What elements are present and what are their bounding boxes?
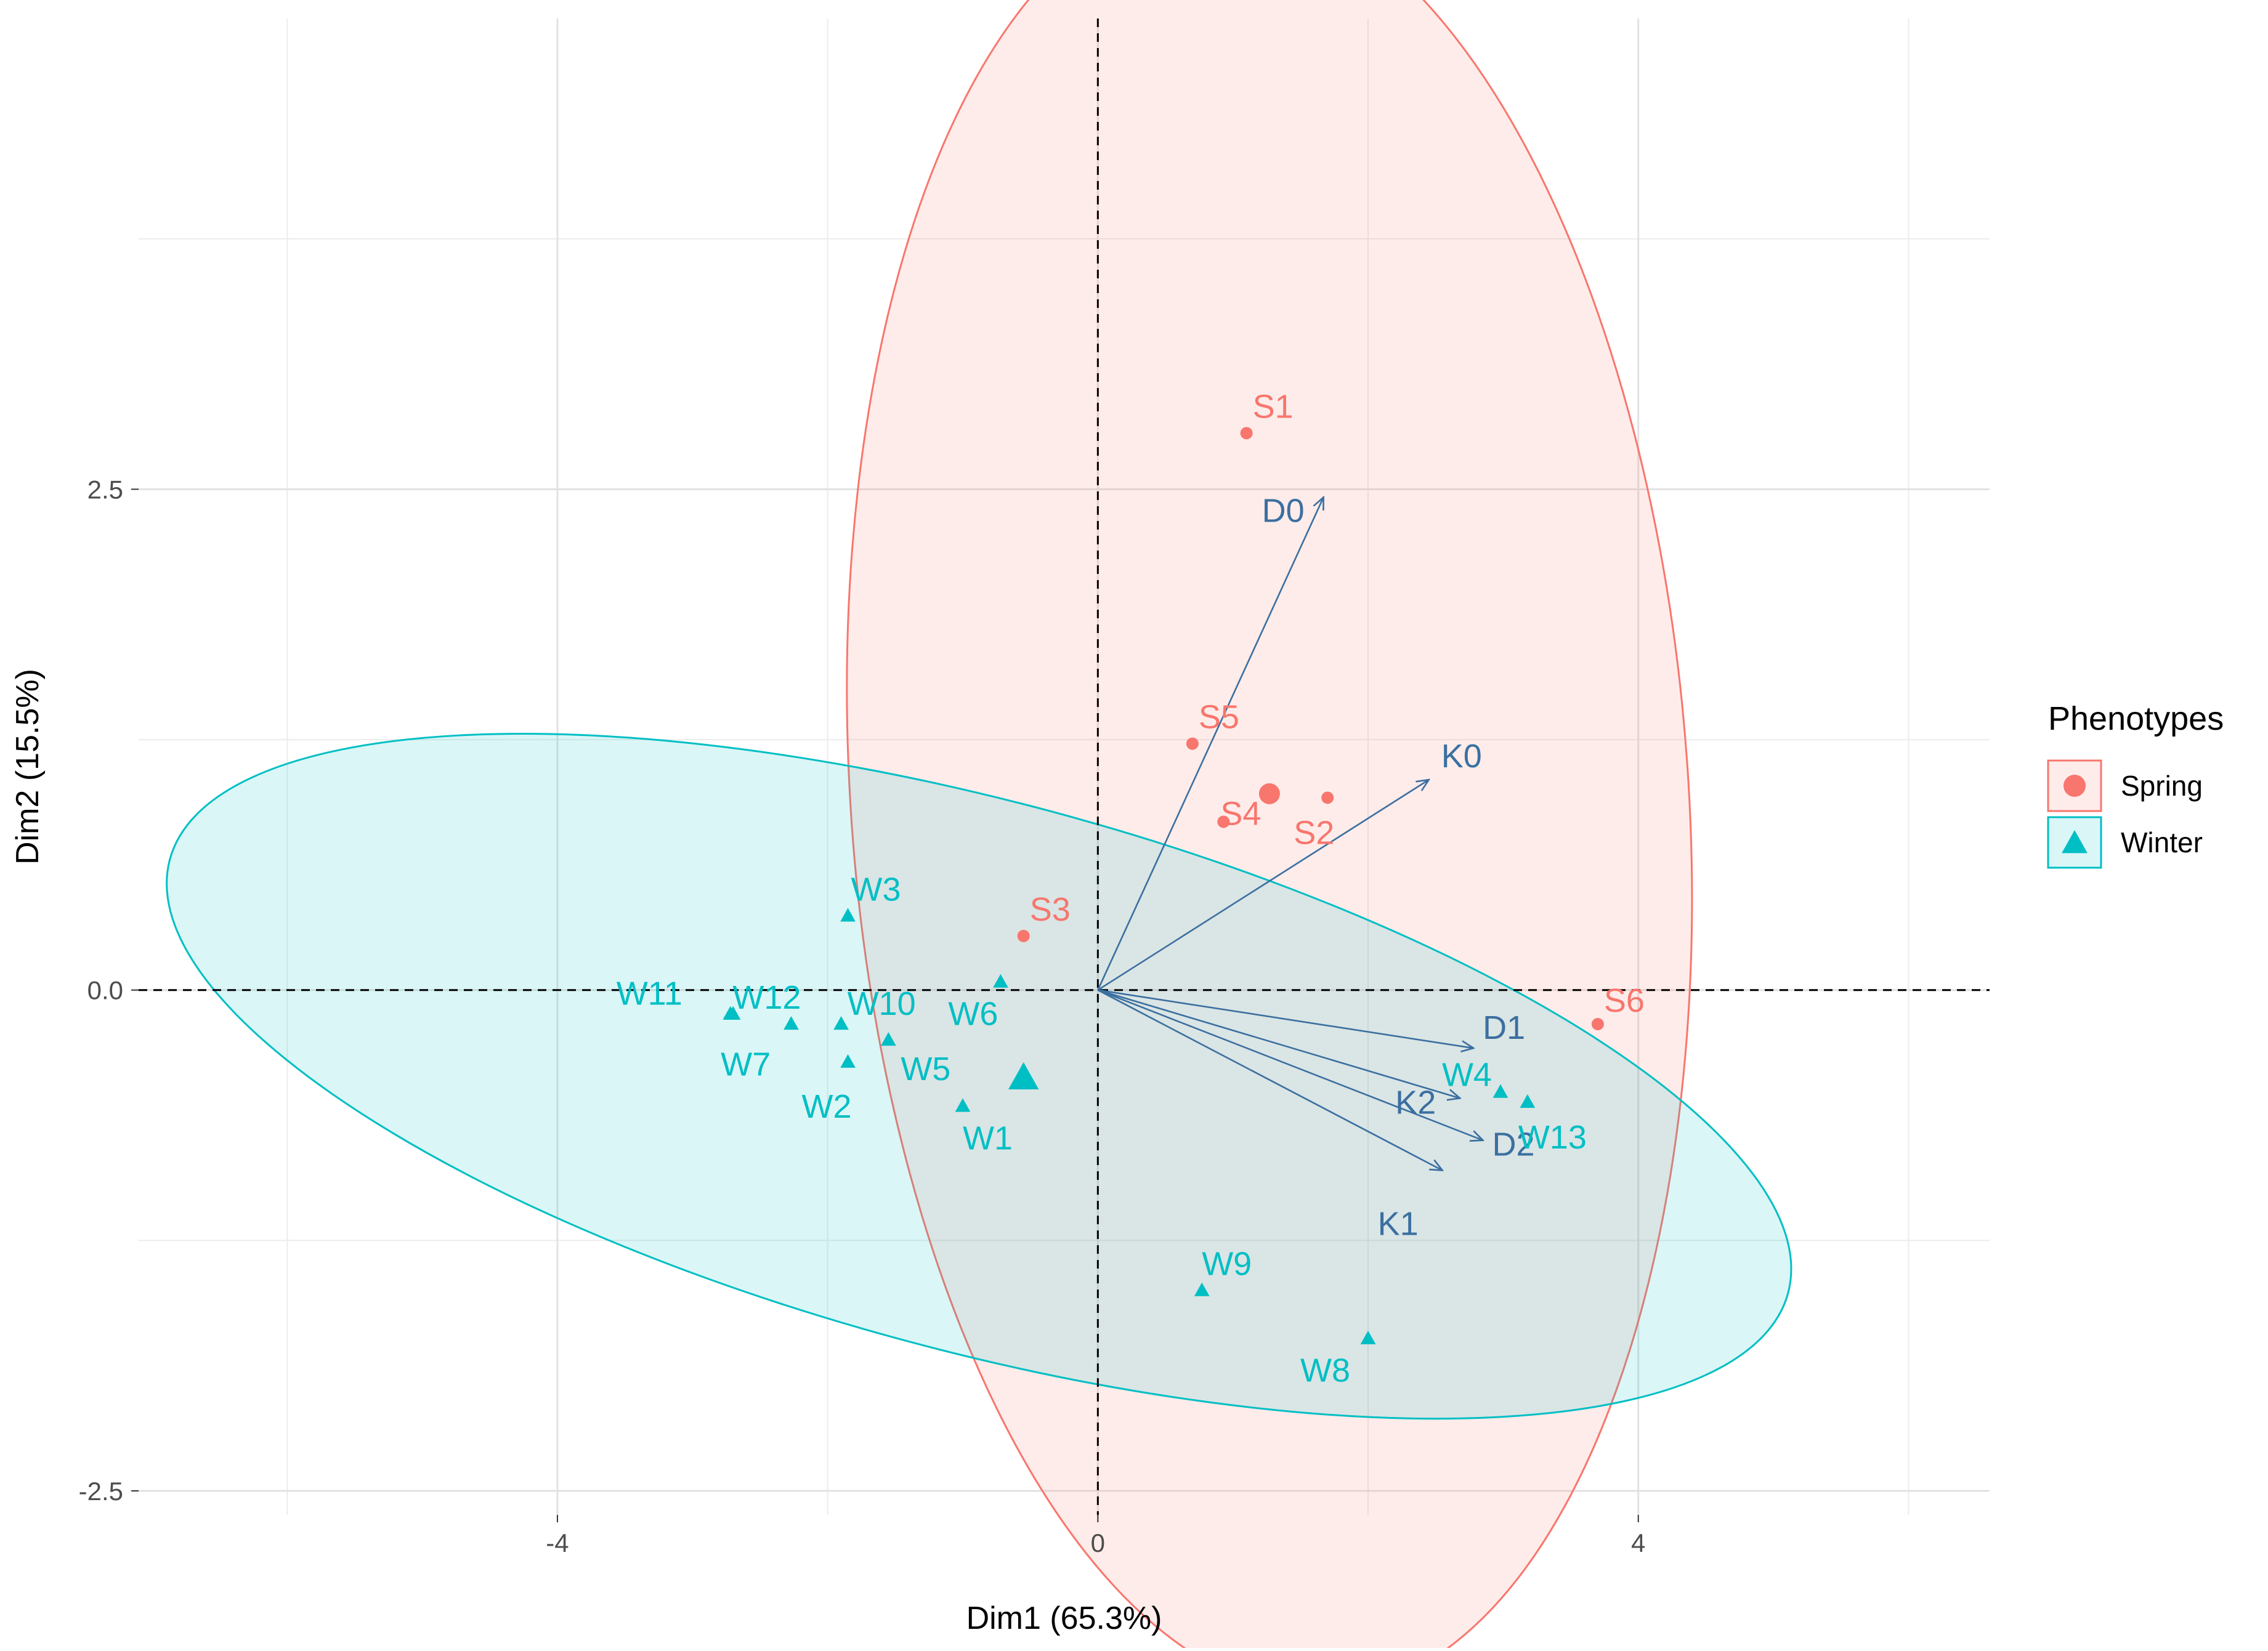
point-label-w13: W13 xyxy=(1518,1119,1587,1156)
point-label-w2: W2 xyxy=(802,1088,852,1125)
legend-label-spring: Spring xyxy=(2121,770,2203,802)
point-label-s2: S2 xyxy=(1294,814,1334,851)
point-label-w6: W6 xyxy=(948,996,998,1033)
point-label-s1: S1 xyxy=(1253,388,1294,425)
point-w5 xyxy=(881,1032,896,1046)
confidence-ellipses xyxy=(166,0,1792,1651)
sample-points: S1 S2 S3 S4 S5 S6 W1 W2 W3 W4 W5 W6 W7 W8 W9 W10 W11 W12 W… xyxy=(617,388,1645,1389)
point-w2 xyxy=(840,1054,856,1068)
y-tick-label: -2.5 xyxy=(79,1477,123,1506)
variable-label-d2: D2 xyxy=(1492,1126,1534,1163)
centroid-winter xyxy=(1008,1062,1039,1090)
variable-arrows: D0 K0 D1 K2 D2 K1 xyxy=(1097,492,1534,1242)
point-label-w7: W7 xyxy=(721,1046,771,1083)
variable-label-k0: K0 xyxy=(1441,738,1482,775)
point-w12 xyxy=(784,1016,799,1030)
legend-title: Phenotypes xyxy=(2048,700,2224,737)
legend-symbol-winter xyxy=(2062,830,2088,854)
point-s1 xyxy=(1240,427,1253,440)
legend-symbol-spring xyxy=(2063,775,2086,797)
variable-arrow-d0 xyxy=(1097,497,1323,991)
point-label-s5: S5 xyxy=(1199,699,1239,736)
point-label-w11: W11 xyxy=(617,975,682,1012)
variable-arrow-k0 xyxy=(1097,780,1428,991)
centroid-spring xyxy=(1258,783,1280,804)
point-w4 xyxy=(1492,1084,1509,1098)
variable-label-k1: K1 xyxy=(1378,1205,1419,1242)
point-label-s4: S4 xyxy=(1220,795,1261,832)
point-label-w10: W10 xyxy=(848,985,916,1022)
y-tick-label: 0.0 xyxy=(87,976,123,1005)
y-tick-label: 2.5 xyxy=(87,475,123,504)
point-label-w4: W4 xyxy=(1442,1057,1492,1094)
point-label-w5: W5 xyxy=(901,1051,950,1088)
gridlines xyxy=(139,18,1990,1515)
point-w6 xyxy=(993,974,1008,988)
legend: Phenotypes Spring Winter xyxy=(2047,700,2224,869)
variable-label-k2: K2 xyxy=(1395,1084,1436,1121)
variable-arrow-k1 xyxy=(1097,989,1442,1171)
variable-label-d1: D1 xyxy=(1483,1009,1525,1046)
axes: Dim1 (65.3%) Dim2 (15.5%) -4 0 4 -2.5 0.0 2.5 xyxy=(10,475,1645,1636)
x-tick-label: -4 xyxy=(546,1528,569,1557)
point-label-w12: W12 xyxy=(732,979,801,1016)
point-s3 xyxy=(1017,929,1030,942)
point-label-s3: S3 xyxy=(1030,891,1071,928)
variable-arrow-d2 xyxy=(1097,989,1483,1140)
point-label-w1: W1 xyxy=(963,1120,1013,1157)
reference-lines xyxy=(139,18,1990,1515)
point-w10 xyxy=(833,1016,849,1030)
point-label-s6: S6 xyxy=(1604,982,1645,1019)
x-tick-label: 4 xyxy=(1631,1528,1645,1557)
point-w11 xyxy=(723,1006,739,1020)
point-label-w9: W9 xyxy=(1202,1246,1252,1283)
variable-arrow-k2 xyxy=(1097,989,1460,1099)
confidence-ellipse-winter xyxy=(166,733,1792,1420)
point-s5 xyxy=(1186,737,1199,750)
y-axis-title: Dim2 (15.5%) xyxy=(10,669,46,865)
variable-arrow-d1 xyxy=(1098,989,1473,1048)
point-w13 xyxy=(1520,1094,1536,1108)
x-axis-title: Dim1 (65.3%) xyxy=(966,1601,1162,1636)
point-s2 xyxy=(1321,791,1334,804)
point-w3 xyxy=(840,908,856,922)
x-tick-label: 0 xyxy=(1091,1528,1105,1557)
point-label-w3: W3 xyxy=(851,871,901,908)
point-w9 xyxy=(1194,1282,1210,1296)
point-label-w8: W8 xyxy=(1300,1352,1350,1389)
point-w8 xyxy=(1360,1330,1376,1344)
variable-label-d0: D0 xyxy=(1262,492,1305,529)
point-w1 xyxy=(955,1098,971,1112)
legend-label-winter: Winter xyxy=(2121,826,2203,858)
point-s4 xyxy=(1217,815,1230,828)
point-s6 xyxy=(1591,1018,1604,1031)
